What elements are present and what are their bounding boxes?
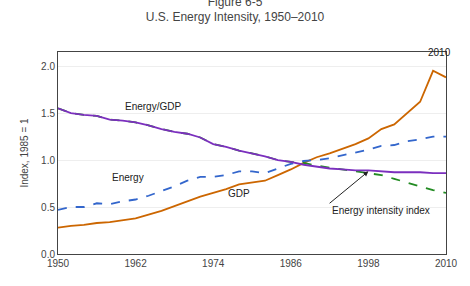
svg-text:GDP: GDP [228, 188, 250, 199]
svg-text:1986: 1986 [280, 258, 303, 269]
svg-text:Figure 6-5U.S. Energy Intensit: Figure 6-5U.S. Energy Intensity, 1950–20… [146, 0, 325, 24]
svg-text:0.5: 0.5 [41, 202, 55, 213]
svg-text:Energy: Energy [112, 172, 144, 183]
svg-text:1974: 1974 [202, 258, 225, 269]
svg-text:1.5: 1.5 [41, 108, 55, 119]
svg-text:1.0: 1.0 [41, 155, 55, 166]
svg-text:2010: 2010 [428, 47, 451, 58]
svg-text:Energy intensity index: Energy intensity index [332, 205, 430, 216]
svg-text:Index, 1985 = 1: Index, 1985 = 1 [19, 118, 30, 188]
svg-text:2010: 2010 [435, 258, 458, 269]
svg-text:2.0: 2.0 [41, 61, 55, 72]
svg-text:0.0: 0.0 [41, 249, 55, 260]
svg-text:1950: 1950 [47, 258, 70, 269]
svg-text:1962: 1962 [124, 258, 147, 269]
svg-text:1998: 1998 [357, 258, 380, 269]
svg-text:Energy/GDP: Energy/GDP [125, 101, 181, 112]
